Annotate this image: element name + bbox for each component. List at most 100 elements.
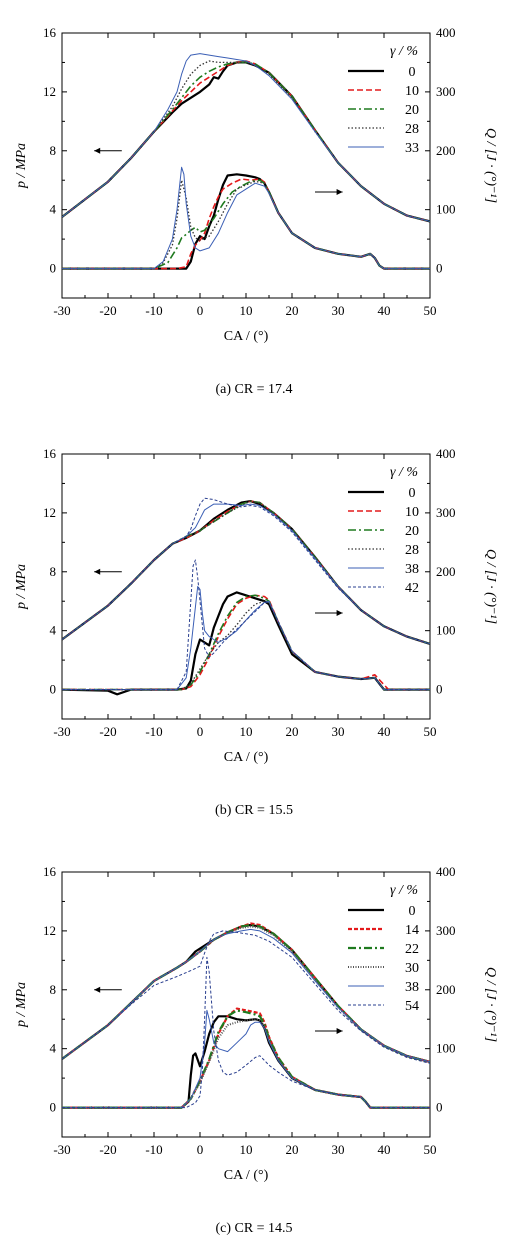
legend-label-42: 42 bbox=[405, 581, 419, 596]
pressure-line-54 bbox=[62, 930, 430, 1064]
y-right-tick-label: 0 bbox=[436, 261, 443, 276]
y-left-tick-label: 16 bbox=[43, 446, 57, 461]
arrow-right-head bbox=[336, 1028, 343, 1034]
legend-label-10: 10 bbox=[405, 505, 419, 520]
x-tick-label: 50 bbox=[424, 724, 437, 739]
heat-release-line-14 bbox=[62, 1007, 430, 1109]
x-tick-label: 40 bbox=[378, 303, 391, 318]
y-left-tick-label: 16 bbox=[43, 864, 57, 879]
x-tick-label: 50 bbox=[424, 303, 437, 318]
pressure-line-30 bbox=[62, 925, 430, 1063]
y-right-tick-label: 100 bbox=[436, 1041, 456, 1056]
x-tick-label: 20 bbox=[286, 1142, 299, 1157]
legend-label-28: 28 bbox=[405, 543, 419, 558]
x-axis-label: CA / (°) bbox=[224, 1168, 269, 1183]
pressure-line-38 bbox=[62, 503, 430, 645]
y-right-tick-label: 400 bbox=[436, 25, 456, 40]
arrow-left-head bbox=[94, 986, 101, 993]
y-right-tick-label: 0 bbox=[436, 1100, 443, 1115]
x-axis-label: CA / (°) bbox=[224, 750, 269, 765]
legend-label-33: 33 bbox=[405, 141, 419, 156]
x-axis-label: CA / (°) bbox=[224, 329, 269, 344]
y-left-tick-label: 16 bbox=[43, 25, 57, 40]
x-tick-label: 10 bbox=[240, 1142, 253, 1157]
x-tick-label: -20 bbox=[99, 1142, 116, 1157]
heat-release-line-54 bbox=[62, 956, 430, 1109]
pressure-line-28 bbox=[62, 500, 430, 645]
legend-label-20: 20 bbox=[405, 103, 419, 118]
heat-release-line-10 bbox=[62, 178, 430, 270]
legend-label-38: 38 bbox=[405, 562, 419, 577]
x-tick-label: -30 bbox=[53, 724, 70, 739]
y-left-tick-label: 12 bbox=[43, 84, 56, 99]
pressure-line-0 bbox=[62, 500, 430, 645]
legend-label-30: 30 bbox=[405, 961, 419, 976]
heat-release-line-0 bbox=[62, 173, 430, 270]
arrow-left-head bbox=[94, 147, 101, 154]
x-tick-label: -10 bbox=[145, 1142, 162, 1157]
pressure-line-38 bbox=[62, 928, 430, 1063]
y-left-tick-label: 0 bbox=[50, 1100, 57, 1115]
legend-title: γ / % bbox=[390, 44, 418, 59]
legend-label-10: 10 bbox=[405, 84, 419, 99]
y-left-tick-label: 8 bbox=[50, 564, 57, 579]
heat-release-line-38 bbox=[62, 1009, 430, 1109]
x-tick-label: -20 bbox=[99, 724, 116, 739]
x-tick-label: -10 bbox=[145, 303, 162, 318]
heat-release-line-20 bbox=[62, 179, 430, 270]
y-right-tick-label: 400 bbox=[436, 446, 456, 461]
x-tick-label: 40 bbox=[378, 1142, 391, 1157]
y-right-axis-label: Q / [J · (°)⁻¹] bbox=[483, 967, 498, 1042]
y-left-axis-label: p / MPa bbox=[14, 143, 29, 189]
series-group bbox=[62, 497, 430, 696]
y-right-tick-label: 200 bbox=[436, 564, 456, 579]
y-left-tick-label: 8 bbox=[50, 143, 57, 158]
legend-label-54: 54 bbox=[405, 999, 419, 1014]
x-tick-label: 10 bbox=[240, 724, 253, 739]
series-group bbox=[62, 53, 430, 270]
y-left-tick-label: 4 bbox=[50, 202, 57, 217]
legend-label-0: 0 bbox=[409, 486, 416, 501]
y-left-tick-label: 12 bbox=[43, 505, 56, 520]
chart-panel-2: -30 -20 -10 0 10 20 30 40 5004812160100200300400… bbox=[14, 864, 498, 1236]
x-tick-label: 20 bbox=[286, 724, 299, 739]
y-right-tick-label: 100 bbox=[436, 623, 456, 638]
x-tick-label: 10 bbox=[240, 303, 253, 318]
x-tick-label: 0 bbox=[197, 303, 204, 318]
y-right-axis-label: Q / [J · (°)⁻¹] bbox=[483, 128, 498, 203]
x-tick-label: 30 bbox=[332, 724, 345, 739]
heat-release-line-28 bbox=[62, 179, 430, 270]
y-right-tick-label: 200 bbox=[436, 982, 456, 997]
series-group bbox=[62, 922, 430, 1109]
panel-caption: (a) CR = 17.4 bbox=[215, 382, 292, 397]
x-tick-label: 20 bbox=[286, 303, 299, 318]
panel-caption: (b) CR = 15.5 bbox=[215, 803, 293, 818]
heat-release-line-33 bbox=[62, 166, 430, 270]
y-left-tick-label: 12 bbox=[43, 923, 56, 938]
heat-release-line-0 bbox=[62, 1015, 430, 1109]
heat-release-line-30 bbox=[62, 1018, 430, 1109]
pressure-line-20 bbox=[62, 61, 430, 223]
heat-release-line-42 bbox=[62, 559, 430, 691]
x-tick-label: 0 bbox=[197, 1142, 204, 1157]
x-tick-label: -30 bbox=[53, 303, 70, 318]
pressure-line-0 bbox=[62, 923, 430, 1063]
arrow-right-head bbox=[336, 610, 343, 616]
y-right-tick-label: 300 bbox=[436, 505, 456, 520]
y-left-axis-label: p / MPa bbox=[14, 564, 29, 610]
legend-label-0: 0 bbox=[409, 904, 416, 919]
y-right-tick-label: 0 bbox=[436, 682, 443, 697]
chart-panel-1: -30 -20 -10 0 10 20 30 40 5004812160100200300400… bbox=[14, 446, 498, 818]
y-left-tick-label: 4 bbox=[50, 1041, 57, 1056]
arrow-right-head bbox=[336, 189, 343, 195]
y-right-tick-label: 400 bbox=[436, 864, 456, 879]
x-tick-label: -20 bbox=[99, 303, 116, 318]
heat-release-line-38 bbox=[62, 586, 430, 691]
heat-release-line-22 bbox=[62, 1009, 430, 1109]
y-left-tick-label: 0 bbox=[50, 261, 57, 276]
pressure-line-10 bbox=[62, 500, 430, 645]
y-right-tick-label: 100 bbox=[436, 202, 456, 217]
y-left-tick-label: 0 bbox=[50, 682, 57, 697]
x-tick-label: -10 bbox=[145, 724, 162, 739]
